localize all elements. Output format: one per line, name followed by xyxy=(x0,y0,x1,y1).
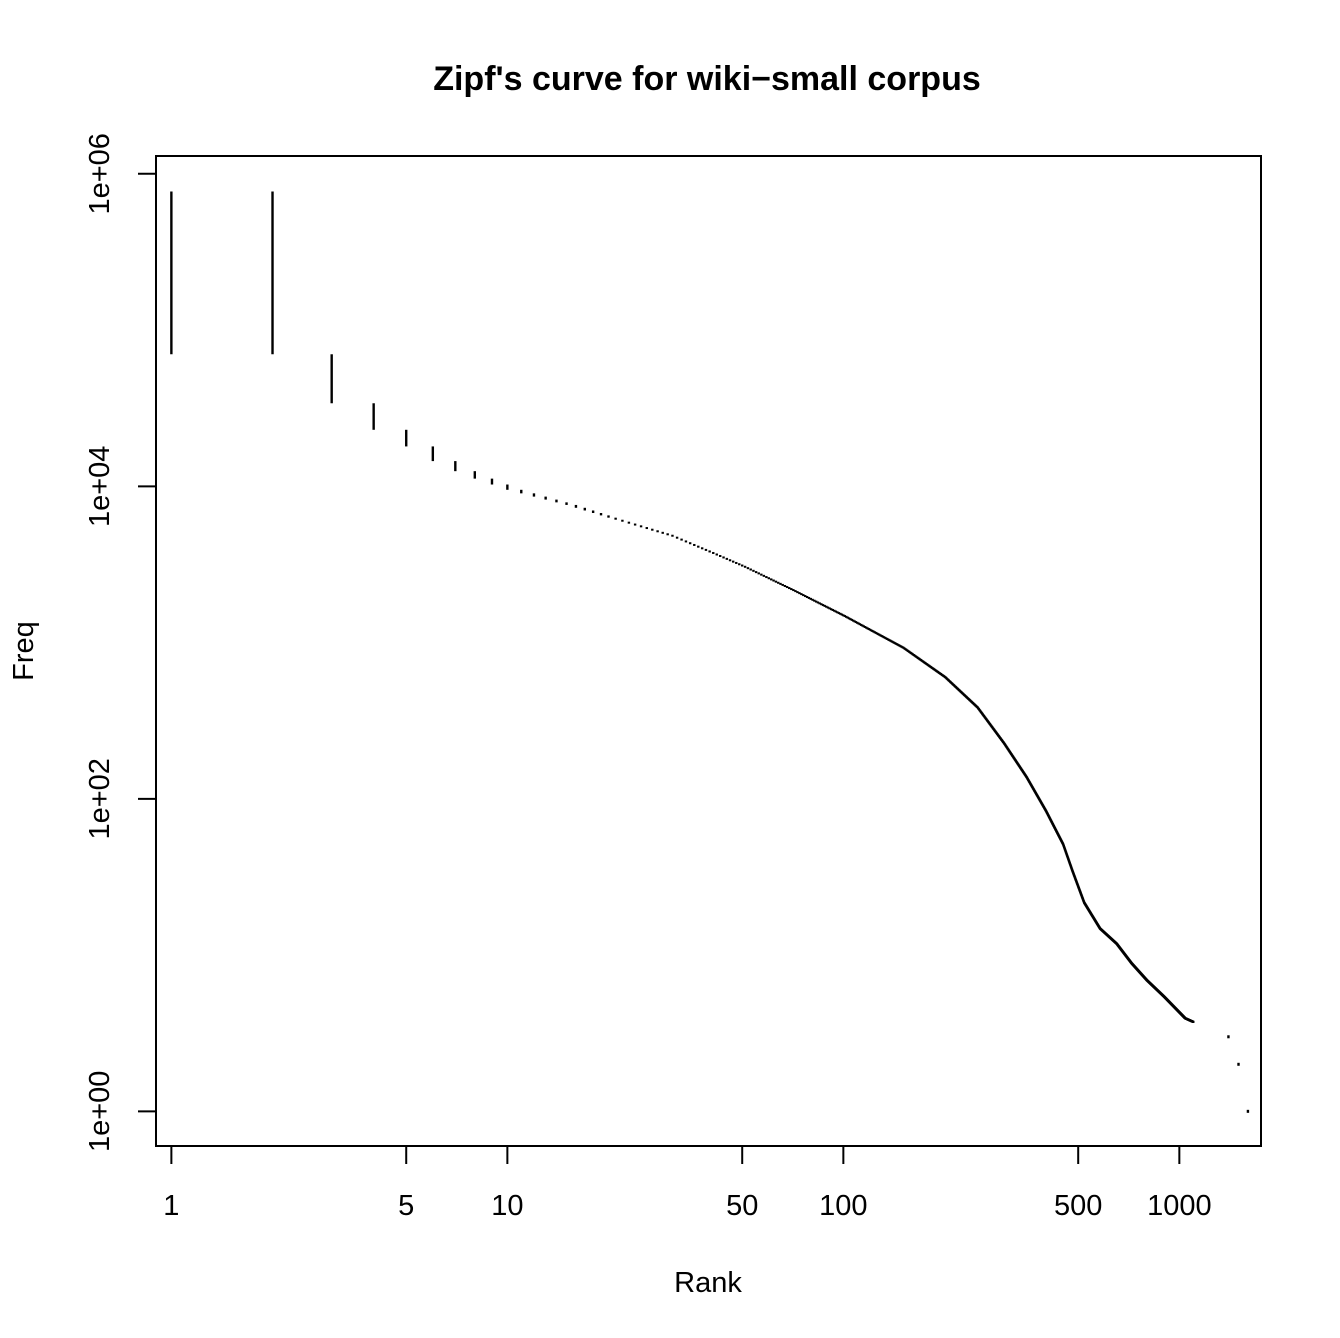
y-axis-label: Freq xyxy=(8,621,40,681)
y-tick-label: 1e+00 xyxy=(84,1071,116,1152)
x-tick-label: 5 xyxy=(398,1190,414,1222)
x-axis-label: Rank xyxy=(674,1267,742,1299)
data-marks xyxy=(170,191,1250,1113)
x-tick-label: 50 xyxy=(726,1190,758,1222)
plot-frame xyxy=(155,155,1262,1147)
chart-title: Zipf's curve for wiki−small corpus xyxy=(433,60,981,98)
x-tick-label: 100 xyxy=(819,1190,867,1222)
y-tick-label: 1e+02 xyxy=(84,758,116,839)
x-axis: 1 5 10 50 100 500 1000 xyxy=(163,1145,1212,1222)
x-tick-label: 500 xyxy=(1054,1190,1102,1222)
y-tick-label: 1e+06 xyxy=(84,133,116,214)
x-tick-label: 10 xyxy=(491,1190,523,1222)
x-tick-label: 1000 xyxy=(1147,1190,1212,1222)
y-axis: 1e+00 1e+02 1e+04 1e+06 xyxy=(84,133,157,1152)
x-tick-label: 1 xyxy=(163,1190,179,1222)
y-tick-label: 1e+04 xyxy=(84,446,116,527)
